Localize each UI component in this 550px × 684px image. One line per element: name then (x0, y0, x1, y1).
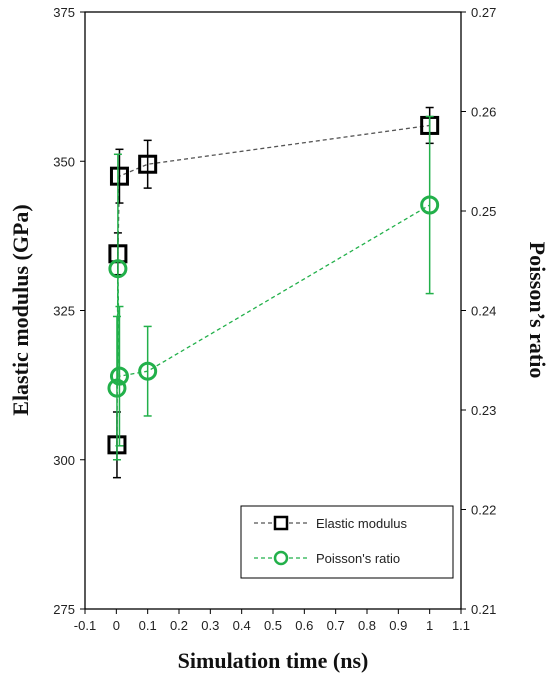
poisson-ratio-point (138, 361, 158, 381)
legend-poisson-label: Poisson's ratio (316, 551, 400, 566)
y-left-tick-label: 350 (53, 154, 75, 169)
poisson-ratio-point (109, 366, 129, 386)
legend-poisson-marker (273, 550, 289, 566)
y-right-tick-label: 0.26 (471, 105, 496, 120)
y-right-tick-label: 0.21 (471, 602, 496, 617)
y-left-tick-label: 275 (53, 602, 75, 617)
x-tick-label: 0 (113, 618, 120, 633)
x-tick-label: 0.1 (139, 618, 157, 633)
y-axis-right-title: Poisson’s ratio (525, 242, 550, 379)
x-tick-label: 0.5 (264, 618, 282, 633)
poisson-ratio-point (107, 378, 127, 398)
poisson-ratio-point (108, 259, 128, 279)
y-left-tick-label: 375 (53, 5, 75, 20)
elastic-line (116, 124, 430, 445)
elastic-series (107, 106, 440, 479)
elastic-modulus-point (109, 166, 129, 186)
poisson-series (107, 115, 440, 461)
x-tick-label: 0.3 (201, 618, 219, 633)
series-layer (107, 106, 440, 479)
y-right-tick-label: 0.27 (471, 5, 496, 20)
legend-elastic-label: Elastic modulus (316, 516, 408, 531)
legend: Elastic modulus Poisson's ratio (240, 505, 454, 579)
x-tick-label: 0.4 (233, 618, 251, 633)
x-tick-label: 0.2 (170, 618, 188, 633)
y-axis-left-title: Elastic modulus (GPa) (8, 204, 33, 415)
x-tick-label: 1.1 (452, 618, 470, 633)
y-right-tick-label: 0.25 (471, 204, 496, 219)
y-left-tick-label: 325 (53, 304, 75, 319)
poisson-line (116, 204, 430, 389)
x-tick-label: 0.9 (389, 618, 407, 633)
y-left-tick-label: 300 (53, 453, 75, 468)
y-right-tick-label: 0.22 (471, 503, 496, 518)
x-tick-label: 0.8 (358, 618, 376, 633)
elastic-modulus-point (138, 154, 158, 174)
x-tick-label: 1 (426, 618, 433, 633)
legend-elastic-marker (273, 515, 289, 531)
ticks-layer: -0.1 0 0.1 0.2 0.3 0.4 0.5 0.6 0.7 0.8 0.9 1 1.1 275 3… (53, 5, 496, 633)
y-right-tick-label: 0.23 (471, 403, 496, 418)
x-axis-title: Simulation time (ns) (178, 648, 369, 673)
y-right-tick-label: 0.24 (471, 304, 496, 319)
x-tick-label: 0.7 (327, 618, 345, 633)
x-tick-label: 0.6 (295, 618, 313, 633)
x-tick-label: -0.1 (74, 618, 96, 633)
poisson-ratio-point (420, 195, 440, 215)
